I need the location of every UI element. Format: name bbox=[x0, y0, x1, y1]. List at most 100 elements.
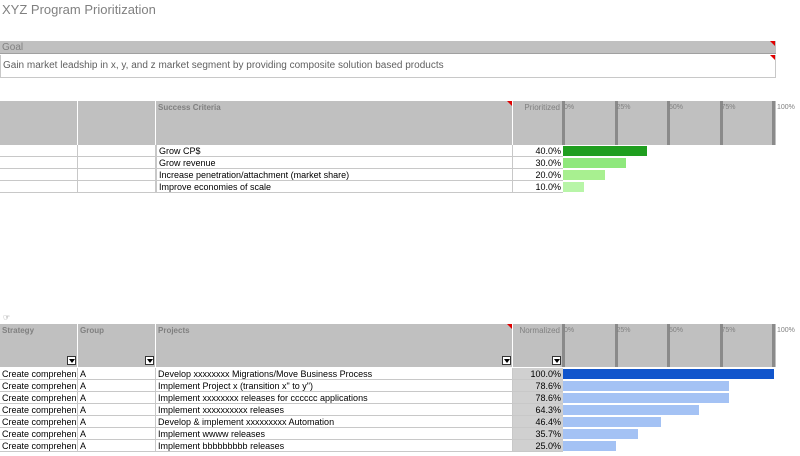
group-cell[interactable]: A bbox=[78, 368, 156, 380]
comment-indicator[interactable] bbox=[770, 41, 775, 46]
criteria-name[interactable]: Grow CP$ bbox=[156, 145, 513, 157]
criteria-pct[interactable]: 10.0% bbox=[513, 181, 563, 193]
strategy-cell[interactable]: Create comprehen bbox=[0, 428, 78, 440]
group-cell[interactable]: A bbox=[78, 392, 156, 404]
criteria-gridline bbox=[667, 101, 670, 145]
criteria-cell-blank[interactable] bbox=[0, 181, 78, 193]
criteria-header: Success Criteria Prioritized 0% 25% 50% 75% bbox=[0, 101, 776, 145]
project-bar bbox=[563, 405, 699, 415]
projects-tick-label: 50% bbox=[669, 327, 684, 334]
strategy-header: Strategy bbox=[0, 324, 78, 367]
project-bar bbox=[563, 417, 661, 427]
projects-header-cell: Projects bbox=[156, 324, 513, 367]
project-name[interactable]: Implement xxxxxxxxxx releases bbox=[156, 404, 513, 416]
criteria-cell-blank[interactable] bbox=[0, 169, 78, 181]
filter-cursor-icon: ☞ bbox=[3, 313, 11, 322]
project-name[interactable]: Implement xxxxxxxx releases for cccccc a… bbox=[156, 392, 513, 404]
criteria-pct[interactable]: 30.0% bbox=[513, 157, 563, 169]
criteria-cell-blank[interactable] bbox=[0, 145, 78, 157]
criteria-tick-label-100: 100% bbox=[777, 104, 795, 111]
project-name[interactable]: Develop xxxxxxxx Migrations/Move Busines… bbox=[156, 368, 513, 380]
group-cell[interactable]: A bbox=[78, 416, 156, 428]
projects-header: Strategy Group Projects Normalized 0% 25%… bbox=[0, 324, 776, 367]
table-row: Create comprehen A Develop xxxxxxxx Migrat… bbox=[0, 368, 776, 380]
criteria-bar bbox=[563, 146, 647, 156]
criteria-gridline bbox=[562, 101, 565, 145]
group-cell[interactable]: A bbox=[78, 440, 156, 452]
criteria-name[interactable]: Increase penetration/attachment (market … bbox=[156, 169, 513, 181]
project-name[interactable]: Implement wwww releases bbox=[156, 428, 513, 440]
comment-indicator[interactable] bbox=[507, 324, 512, 329]
normalized-pct[interactable]: 100.0% bbox=[513, 368, 563, 380]
projects-tick-label: 75% bbox=[721, 327, 736, 334]
criteria-pct[interactable]: 40.0% bbox=[513, 145, 563, 157]
criteria-gridline bbox=[719, 101, 723, 145]
normalized-pct[interactable]: 78.6% bbox=[513, 392, 563, 404]
criteria-pct[interactable]: 20.0% bbox=[513, 169, 563, 181]
success-criteria-header: Success Criteria bbox=[156, 101, 513, 145]
criteria-gridline bbox=[614, 101, 618, 145]
strategy-cell[interactable]: Create comprehen bbox=[0, 404, 78, 416]
normalized-pct[interactable]: 46.4% bbox=[513, 416, 563, 428]
criteria-cell-blank[interactable] bbox=[78, 181, 156, 193]
criteria-row: Increase penetration/attachment (market … bbox=[0, 169, 776, 181]
projects-filter-dropdown[interactable] bbox=[502, 356, 511, 365]
project-bar bbox=[563, 369, 774, 379]
strategy-cell[interactable]: Create comprehen bbox=[0, 416, 78, 428]
criteria-tick-label: 0% bbox=[564, 104, 575, 111]
comment-indicator[interactable] bbox=[770, 55, 775, 60]
table-row: Create comprehen A Implement Project x (tr… bbox=[0, 380, 776, 392]
strategy-cell[interactable]: Create comprehen bbox=[0, 368, 78, 380]
criteria-row: Grow revenue 30.0% bbox=[0, 157, 776, 169]
normalized-pct[interactable]: 78.6% bbox=[513, 380, 563, 392]
strategy-cell[interactable]: Create comprehen bbox=[0, 380, 78, 392]
projects-tick-label: 25% bbox=[616, 327, 631, 334]
strategy-cell[interactable]: Create comprehen bbox=[0, 392, 78, 404]
strategy-filter-dropdown[interactable] bbox=[67, 356, 76, 365]
criteria-bar bbox=[563, 182, 584, 192]
group-cell[interactable]: A bbox=[78, 428, 156, 440]
normalized-pct[interactable]: 25.0% bbox=[513, 440, 563, 452]
page-title: XYZ Program Prioritization bbox=[2, 2, 156, 17]
prioritized-header: Prioritized bbox=[513, 101, 563, 145]
strategy-cell[interactable]: Create comprehen bbox=[0, 440, 78, 452]
criteria-cell-blank[interactable] bbox=[78, 145, 156, 157]
criteria-bar bbox=[563, 158, 626, 168]
projects-gridline bbox=[719, 324, 723, 367]
criteria-header-blank1 bbox=[0, 101, 78, 145]
normalized-pct[interactable]: 64.3% bbox=[513, 404, 563, 416]
criteria-header-blank2 bbox=[78, 101, 156, 145]
project-bar bbox=[563, 381, 729, 391]
group-cell[interactable]: A bbox=[78, 380, 156, 392]
table-row: Create comprehen A Implement xxxxxxxxxx re… bbox=[0, 404, 776, 416]
project-name[interactable]: Implement Project x (transition x" to y"… bbox=[156, 380, 513, 392]
table-row: Create comprehen A Develop & implement xxx… bbox=[0, 416, 776, 428]
comment-indicator[interactable] bbox=[507, 101, 512, 106]
group-header: Group bbox=[78, 324, 156, 367]
criteria-gridline bbox=[772, 101, 775, 145]
normalized-header-label: Normalized bbox=[519, 326, 560, 335]
success-criteria-header-label: Success Criteria bbox=[158, 103, 221, 112]
normalized-pct[interactable]: 35.7% bbox=[513, 428, 563, 440]
projects-gridline bbox=[667, 324, 670, 367]
goal-label: Goal bbox=[2, 42, 24, 53]
criteria-name[interactable]: Improve economies of scale bbox=[156, 181, 513, 193]
group-filter-dropdown[interactable] bbox=[145, 356, 154, 365]
criteria-cell-blank[interactable] bbox=[0, 157, 78, 169]
goal-text-cell[interactable]: Gain market leadship in x, y, and z mark… bbox=[0, 55, 776, 78]
criteria-cell-blank[interactable] bbox=[78, 169, 156, 181]
criteria-row: Grow CP$ 40.0% bbox=[0, 145, 776, 157]
prioritized-header-label: Prioritized bbox=[524, 103, 560, 112]
table-row: Create comprehen A Implement bbbbbbbbb rel… bbox=[0, 440, 776, 452]
goal-header: Goal bbox=[0, 41, 776, 54]
project-name[interactable]: Develop & implement xxxxxxxxx Automation bbox=[156, 416, 513, 428]
normalized-filter-dropdown[interactable] bbox=[552, 356, 561, 365]
criteria-cell-blank[interactable] bbox=[78, 157, 156, 169]
project-bar bbox=[563, 441, 616, 451]
criteria-name[interactable]: Grow revenue bbox=[156, 157, 513, 169]
table-row: Create comprehen A Implement wwww releases… bbox=[0, 428, 776, 440]
project-name[interactable]: Implement bbbbbbbbb releases bbox=[156, 440, 513, 452]
group-cell[interactable]: A bbox=[78, 404, 156, 416]
criteria-tick-label: 50% bbox=[669, 104, 684, 111]
criteria-row: Improve economies of scale 10.0% bbox=[0, 181, 776, 193]
